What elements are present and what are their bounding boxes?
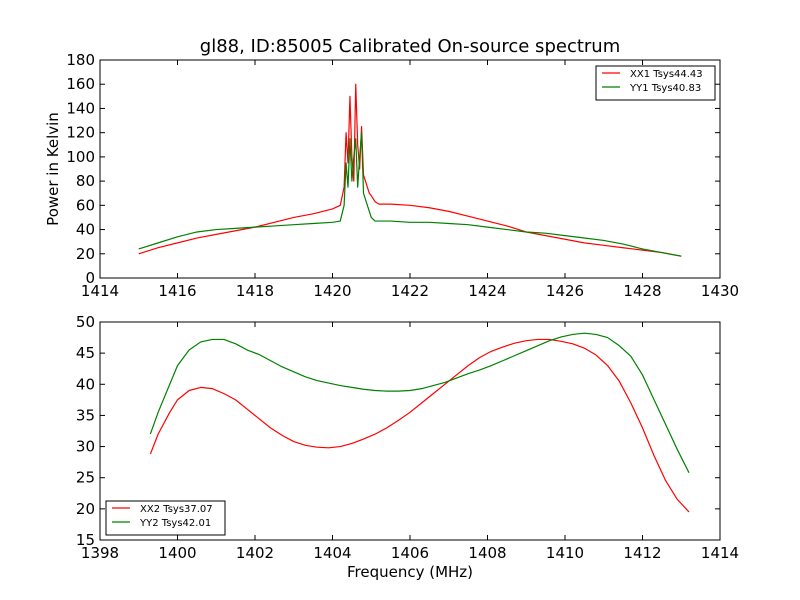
top-legend-label-2: YY1 Tsys40.83 xyxy=(629,83,701,94)
bottom-x-tick-label: 1402 xyxy=(236,544,274,562)
bottom-x-tick-label: 1414 xyxy=(701,544,739,562)
top-y-tick-label: 40 xyxy=(76,221,95,239)
top-y-tick-label: 20 xyxy=(76,245,95,263)
bottom-y-tick-label: 25 xyxy=(76,469,95,487)
top-chart-panel: 1414 1416 1418 1420 1422 1424 1426 1428 1430 0 20 4… xyxy=(66,51,739,300)
bottom-series-line-2 xyxy=(149,332,690,474)
bottom-y-tick-label: 40 xyxy=(76,375,95,393)
top-x-tick-label: 1414 xyxy=(81,282,119,300)
top-x-tick-label: 1416 xyxy=(158,282,196,300)
top-legend-box xyxy=(595,65,716,101)
top-series-line-1 xyxy=(138,83,682,257)
bottom-y-tick-label: 30 xyxy=(76,438,95,456)
top-y-tick-label: 0 xyxy=(85,269,95,287)
bottom-x-axis-label: Frequency (MHz) xyxy=(347,563,473,581)
top-x-tick-label: 1418 xyxy=(236,282,274,300)
bottom-series-line-1 xyxy=(149,338,690,513)
top-chart-title: gl88, ID:85005 Calibrated On-source spec… xyxy=(200,36,620,57)
top-x-tick-label: 1428 xyxy=(623,282,661,300)
top-x-tick-label: 1424 xyxy=(468,282,506,300)
bottom-x-tick-label: 1406 xyxy=(391,544,429,562)
top-x-tick-label: 1430 xyxy=(701,282,739,300)
top-x-tick-label: 1426 xyxy=(546,282,584,300)
bottom-legend-label-1: XX2 Tsys37.07 xyxy=(140,504,213,515)
bottom-y-tick-label: 45 xyxy=(76,344,95,362)
top-y-tick-label: 60 xyxy=(76,196,95,214)
bottom-x-tick-label: 1400 xyxy=(158,544,196,562)
bottom-legend: XX2 Tsys37.07 YY2 Tsys42.01 xyxy=(105,500,226,536)
top-y-tick-label: 100 xyxy=(66,148,95,166)
bottom-x-tick-label: 1412 xyxy=(623,544,661,562)
top-y-tick-label: 120 xyxy=(66,124,95,142)
top-y-tick-label: 140 xyxy=(66,99,95,117)
bottom-y-tick-label: 20 xyxy=(76,500,95,518)
bottom-y-tick-label: 35 xyxy=(76,406,95,424)
top-y-axis-label: Power in Kelvin xyxy=(44,112,62,226)
top-series-line-2 xyxy=(138,132,682,257)
top-x-tick-label: 1420 xyxy=(313,282,351,300)
bottom-legend-label-2: YY2 Tsys42.01 xyxy=(139,518,211,529)
bottom-x-tick-label: 1404 xyxy=(313,544,351,562)
bottom-y-tick-label: 15 xyxy=(76,531,95,549)
top-x-tick-label: 1422 xyxy=(391,282,429,300)
bottom-chart-panel: 1398 1400 1402 1404 1406 1408 1410 1412 1414 15 20… xyxy=(76,313,739,562)
top-y-tick-label: 160 xyxy=(66,75,95,93)
top-y-tick-label: 80 xyxy=(76,172,95,190)
top-legend-label-1: XX1 Tsys44.43 xyxy=(630,69,703,80)
top-legend: XX1 Tsys44.43 YY1 Tsys40.83 xyxy=(595,65,716,101)
bottom-x-tick-label: 1410 xyxy=(546,544,584,562)
bottom-legend-box xyxy=(105,500,226,536)
top-y-tick-label: 180 xyxy=(66,51,95,69)
bottom-x-tick-label: 1408 xyxy=(468,544,506,562)
bottom-x-tick-label: 1398 xyxy=(81,544,119,562)
bottom-y-tick-label: 50 xyxy=(76,313,95,331)
